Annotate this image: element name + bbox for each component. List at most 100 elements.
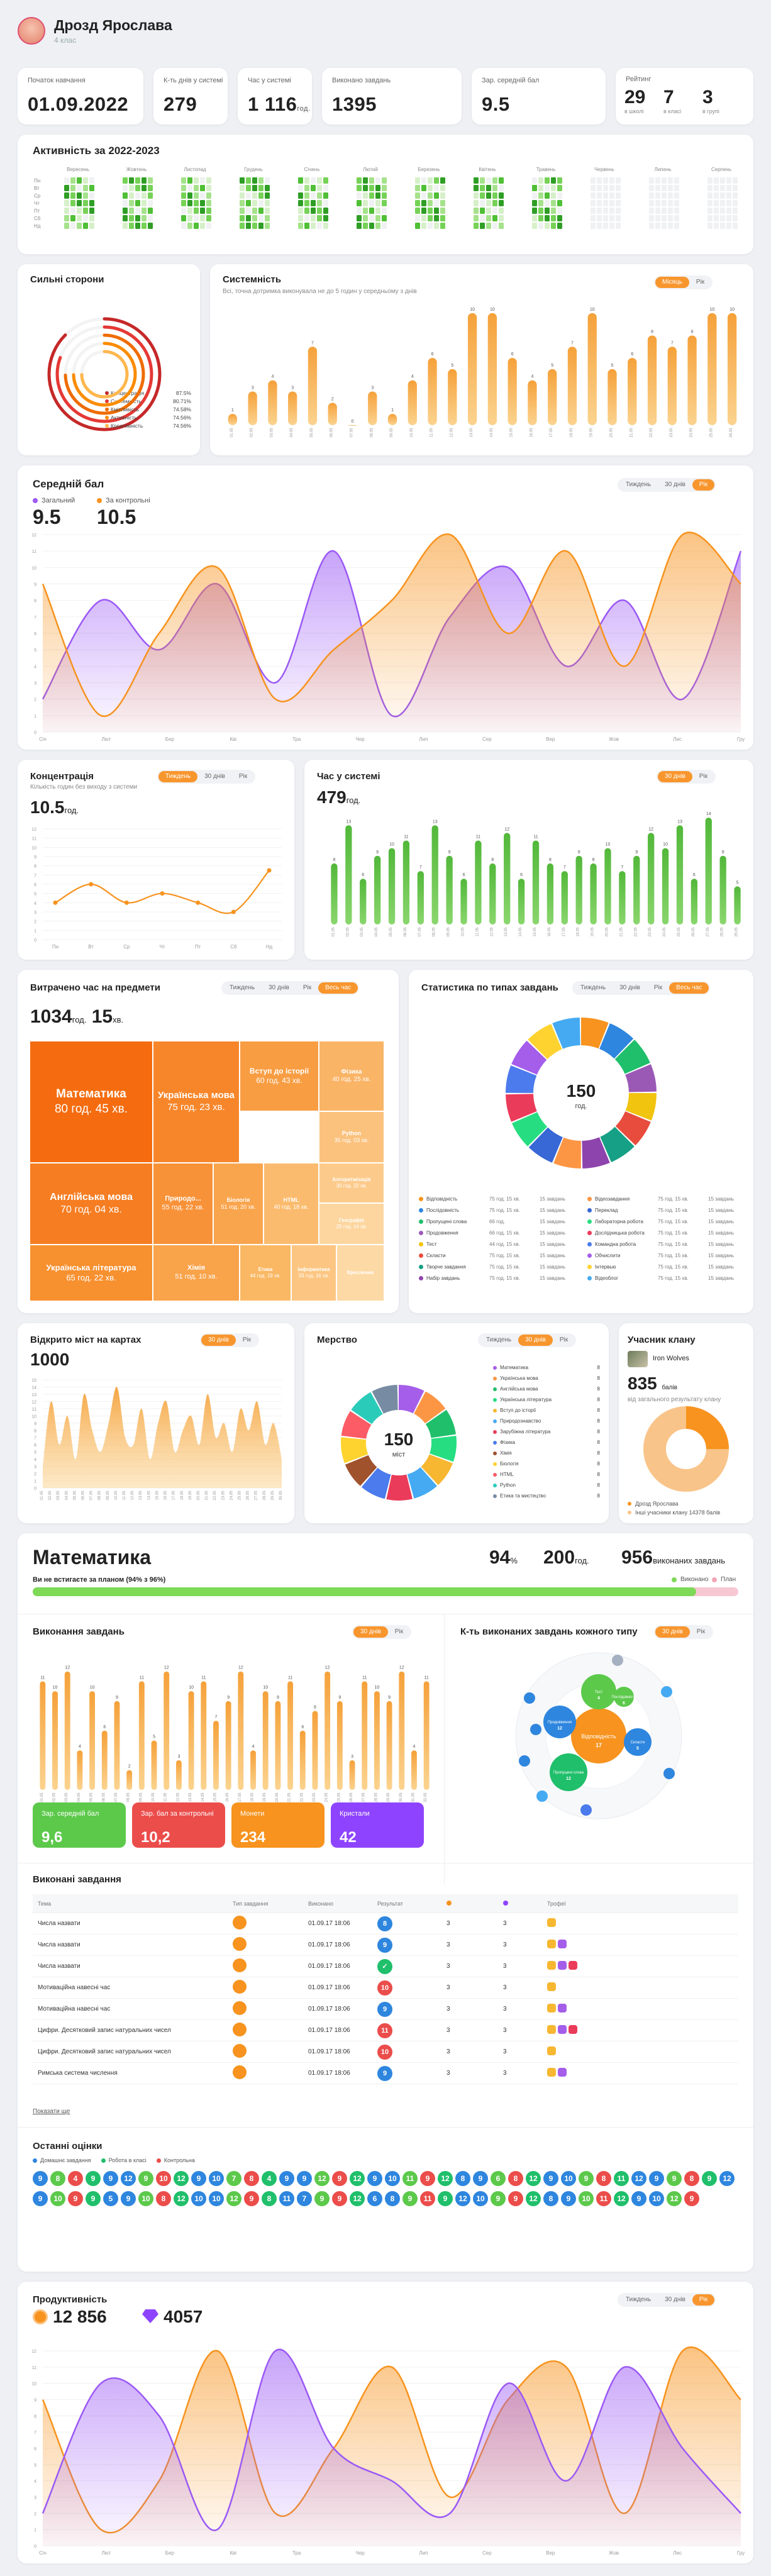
- tab-0[interactable]: Тиждень: [486, 1336, 512, 1343]
- grade-badge[interactable]: 9: [631, 2191, 646, 2206]
- grade-badge[interactable]: 8: [596, 2171, 611, 2186]
- col-coins[interactable]: [447, 1900, 503, 1907]
- tab-0[interactable]: Тиждень: [230, 984, 255, 991]
- grade-badge[interactable]: 9: [103, 2171, 118, 2186]
- treemap-tile[interactable]: Біологія 51 год. 20 хв.: [214, 1163, 263, 1244]
- grade-badge[interactable]: 9: [121, 2191, 136, 2206]
- grade-badge[interactable]: 11: [279, 2191, 294, 2206]
- tab-1[interactable]: Рік: [242, 1336, 252, 1343]
- grade-badge[interactable]: 8: [385, 2191, 400, 2206]
- treemap-tile[interactable]: Математика 80 год. 45 хв.: [30, 1041, 152, 1162]
- treemap-tile[interactable]: Хімія 51 год. 10 хв.: [153, 1245, 239, 1301]
- grade-badge[interactable]: 9: [367, 2171, 382, 2186]
- avatar[interactable]: [18, 17, 45, 45]
- grade-badge[interactable]: 10: [209, 2171, 224, 2186]
- treemap-tile[interactable]: Географія 25 год. 14 хв.: [319, 1204, 384, 1244]
- grade-badge[interactable]: 12: [455, 2191, 470, 2206]
- tab-1[interactable]: 30 днів: [518, 1335, 553, 1346]
- grade-badge[interactable]: 8: [455, 2171, 470, 2186]
- grade-badge[interactable]: 12: [314, 2171, 330, 2186]
- tab-1[interactable]: Рік: [394, 1628, 404, 1635]
- tab-0[interactable]: 30 днів: [655, 1626, 690, 1638]
- grade-badge[interactable]: 8: [262, 2191, 277, 2206]
- col-gems[interactable]: [503, 1900, 547, 1907]
- tab-2[interactable]: Рік: [238, 773, 248, 780]
- treemap-tile[interactable]: Англійська мова 70 год. 04 хв.: [30, 1163, 152, 1244]
- tab-2[interactable]: Рік: [653, 984, 663, 991]
- grade-badge[interactable]: 9: [33, 2191, 48, 2206]
- grade-badge[interactable]: 4: [262, 2171, 277, 2186]
- tab-1[interactable]: Рік: [696, 279, 705, 286]
- grade-badge[interactable]: 10: [385, 2171, 400, 2186]
- tab-2[interactable]: Рік: [692, 479, 715, 491]
- grade-badge[interactable]: 9: [579, 2171, 594, 2186]
- tab-0[interactable]: 30 днів: [201, 1335, 236, 1346]
- grade-badge[interactable]: 12: [350, 2171, 365, 2186]
- grade-badge[interactable]: 5: [103, 2191, 118, 2206]
- tab-3[interactable]: Весь час: [318, 982, 358, 994]
- tab-1[interactable]: Рік: [699, 773, 708, 780]
- grade-badge[interactable]: 12: [614, 2191, 629, 2206]
- grade-badge[interactable]: 12: [174, 2191, 189, 2206]
- treemap-tile[interactable]: Інформатика 33 год. 16 хв.: [292, 1245, 336, 1301]
- table-row[interactable]: Цифри. Десятковий запис натуральних чисе…: [33, 2041, 738, 2063]
- treemap-tile[interactable]: Вступ до історії 60 год. 43 хв.: [240, 1041, 318, 1111]
- grade-badge[interactable]: 9: [649, 2171, 664, 2186]
- grade-badge[interactable]: 9: [508, 2191, 523, 2206]
- grade-badge[interactable]: 9: [244, 2191, 259, 2206]
- treemap-tile[interactable]: Українська література 65 год. 22 хв.: [30, 1245, 152, 1301]
- grade-badge[interactable]: 11: [420, 2191, 435, 2206]
- tab-0[interactable]: Тиждень: [626, 2296, 652, 2303]
- grade-badge[interactable]: 12: [631, 2171, 646, 2186]
- grade-badge[interactable]: 12: [438, 2171, 453, 2186]
- grade-badge[interactable]: 10: [191, 2191, 206, 2206]
- grade-badge[interactable]: 10: [138, 2191, 153, 2206]
- tab-1[interactable]: 30 днів: [619, 984, 640, 991]
- col-date[interactable]: Виконано: [308, 1900, 334, 1907]
- grade-badge[interactable]: 12: [121, 2171, 136, 2186]
- grade-badge[interactable]: 10: [473, 2191, 488, 2206]
- grade-badge[interactable]: 11: [596, 2191, 611, 2206]
- grade-badge[interactable]: 8: [50, 2171, 65, 2186]
- grade-badge[interactable]: 12: [174, 2171, 189, 2186]
- tab-3[interactable]: Весь час: [669, 982, 709, 994]
- treemap-tile[interactable]: Етика 44 год. 19 хв.: [240, 1245, 291, 1301]
- grade-badge[interactable]: 9: [86, 2191, 101, 2206]
- grade-badge[interactable]: 9: [402, 2191, 418, 2206]
- tab-0[interactable]: Тиждень: [580, 984, 606, 991]
- treemap-tile[interactable]: Природо... 55 год. 22 хв.: [153, 1163, 213, 1244]
- grade-badge[interactable]: 9: [68, 2191, 83, 2206]
- grade-badge[interactable]: 9: [191, 2171, 206, 2186]
- grade-badge[interactable]: 8: [684, 2171, 699, 2186]
- grade-badge[interactable]: 9: [702, 2171, 717, 2186]
- clan-name[interactable]: Iron Wolves: [653, 1355, 689, 1362]
- tab-2[interactable]: Рік: [559, 1336, 569, 1343]
- grade-badge[interactable]: 9: [33, 2171, 48, 2186]
- treemap-tile[interactable]: Алгоритмізація 30 год. 22 хв.: [319, 1163, 384, 1202]
- grade-badge[interactable]: 9: [332, 2171, 347, 2186]
- table-row[interactable]: Числа назвати 01.09.17 18:06 ✓ 3 3: [33, 1956, 738, 1977]
- grade-badge[interactable]: 10: [209, 2191, 224, 2206]
- grade-badge[interactable]: 8: [543, 2191, 558, 2206]
- col-trophies[interactable]: Трофеї: [547, 1900, 566, 1907]
- grade-badge[interactable]: 9: [332, 2191, 347, 2206]
- tab-0[interactable]: 30 днів: [658, 771, 692, 782]
- grade-badge[interactable]: 12: [526, 2191, 541, 2206]
- grade-badge[interactable]: 9: [279, 2171, 294, 2186]
- grade-badge[interactable]: 9: [561, 2191, 576, 2206]
- grade-badge[interactable]: 8: [508, 2171, 523, 2186]
- grade-badge[interactable]: 9: [667, 2171, 682, 2186]
- treemap-tile[interactable]: Креслення: [337, 1245, 384, 1301]
- grade-badge[interactable]: 6: [491, 2171, 506, 2186]
- tab-2[interactable]: Рік: [302, 984, 312, 991]
- grade-badge[interactable]: 12: [350, 2191, 365, 2206]
- grade-badge[interactable]: 9: [420, 2171, 435, 2186]
- grade-badge[interactable]: 9: [314, 2191, 330, 2206]
- tab-1[interactable]: Рік: [696, 1628, 706, 1635]
- col-topic[interactable]: Тема: [38, 1900, 52, 1907]
- grade-badge[interactable]: 7: [226, 2171, 241, 2186]
- treemap-tile[interactable]: Фізика 40 год. 25 хв.: [319, 1041, 384, 1111]
- table-row[interactable]: Числа назвати 01.09.17 18:06 8 3 3: [33, 1913, 738, 1935]
- grade-badge[interactable]: 10: [561, 2171, 576, 2186]
- grade-badge[interactable]: 11: [402, 2171, 418, 2186]
